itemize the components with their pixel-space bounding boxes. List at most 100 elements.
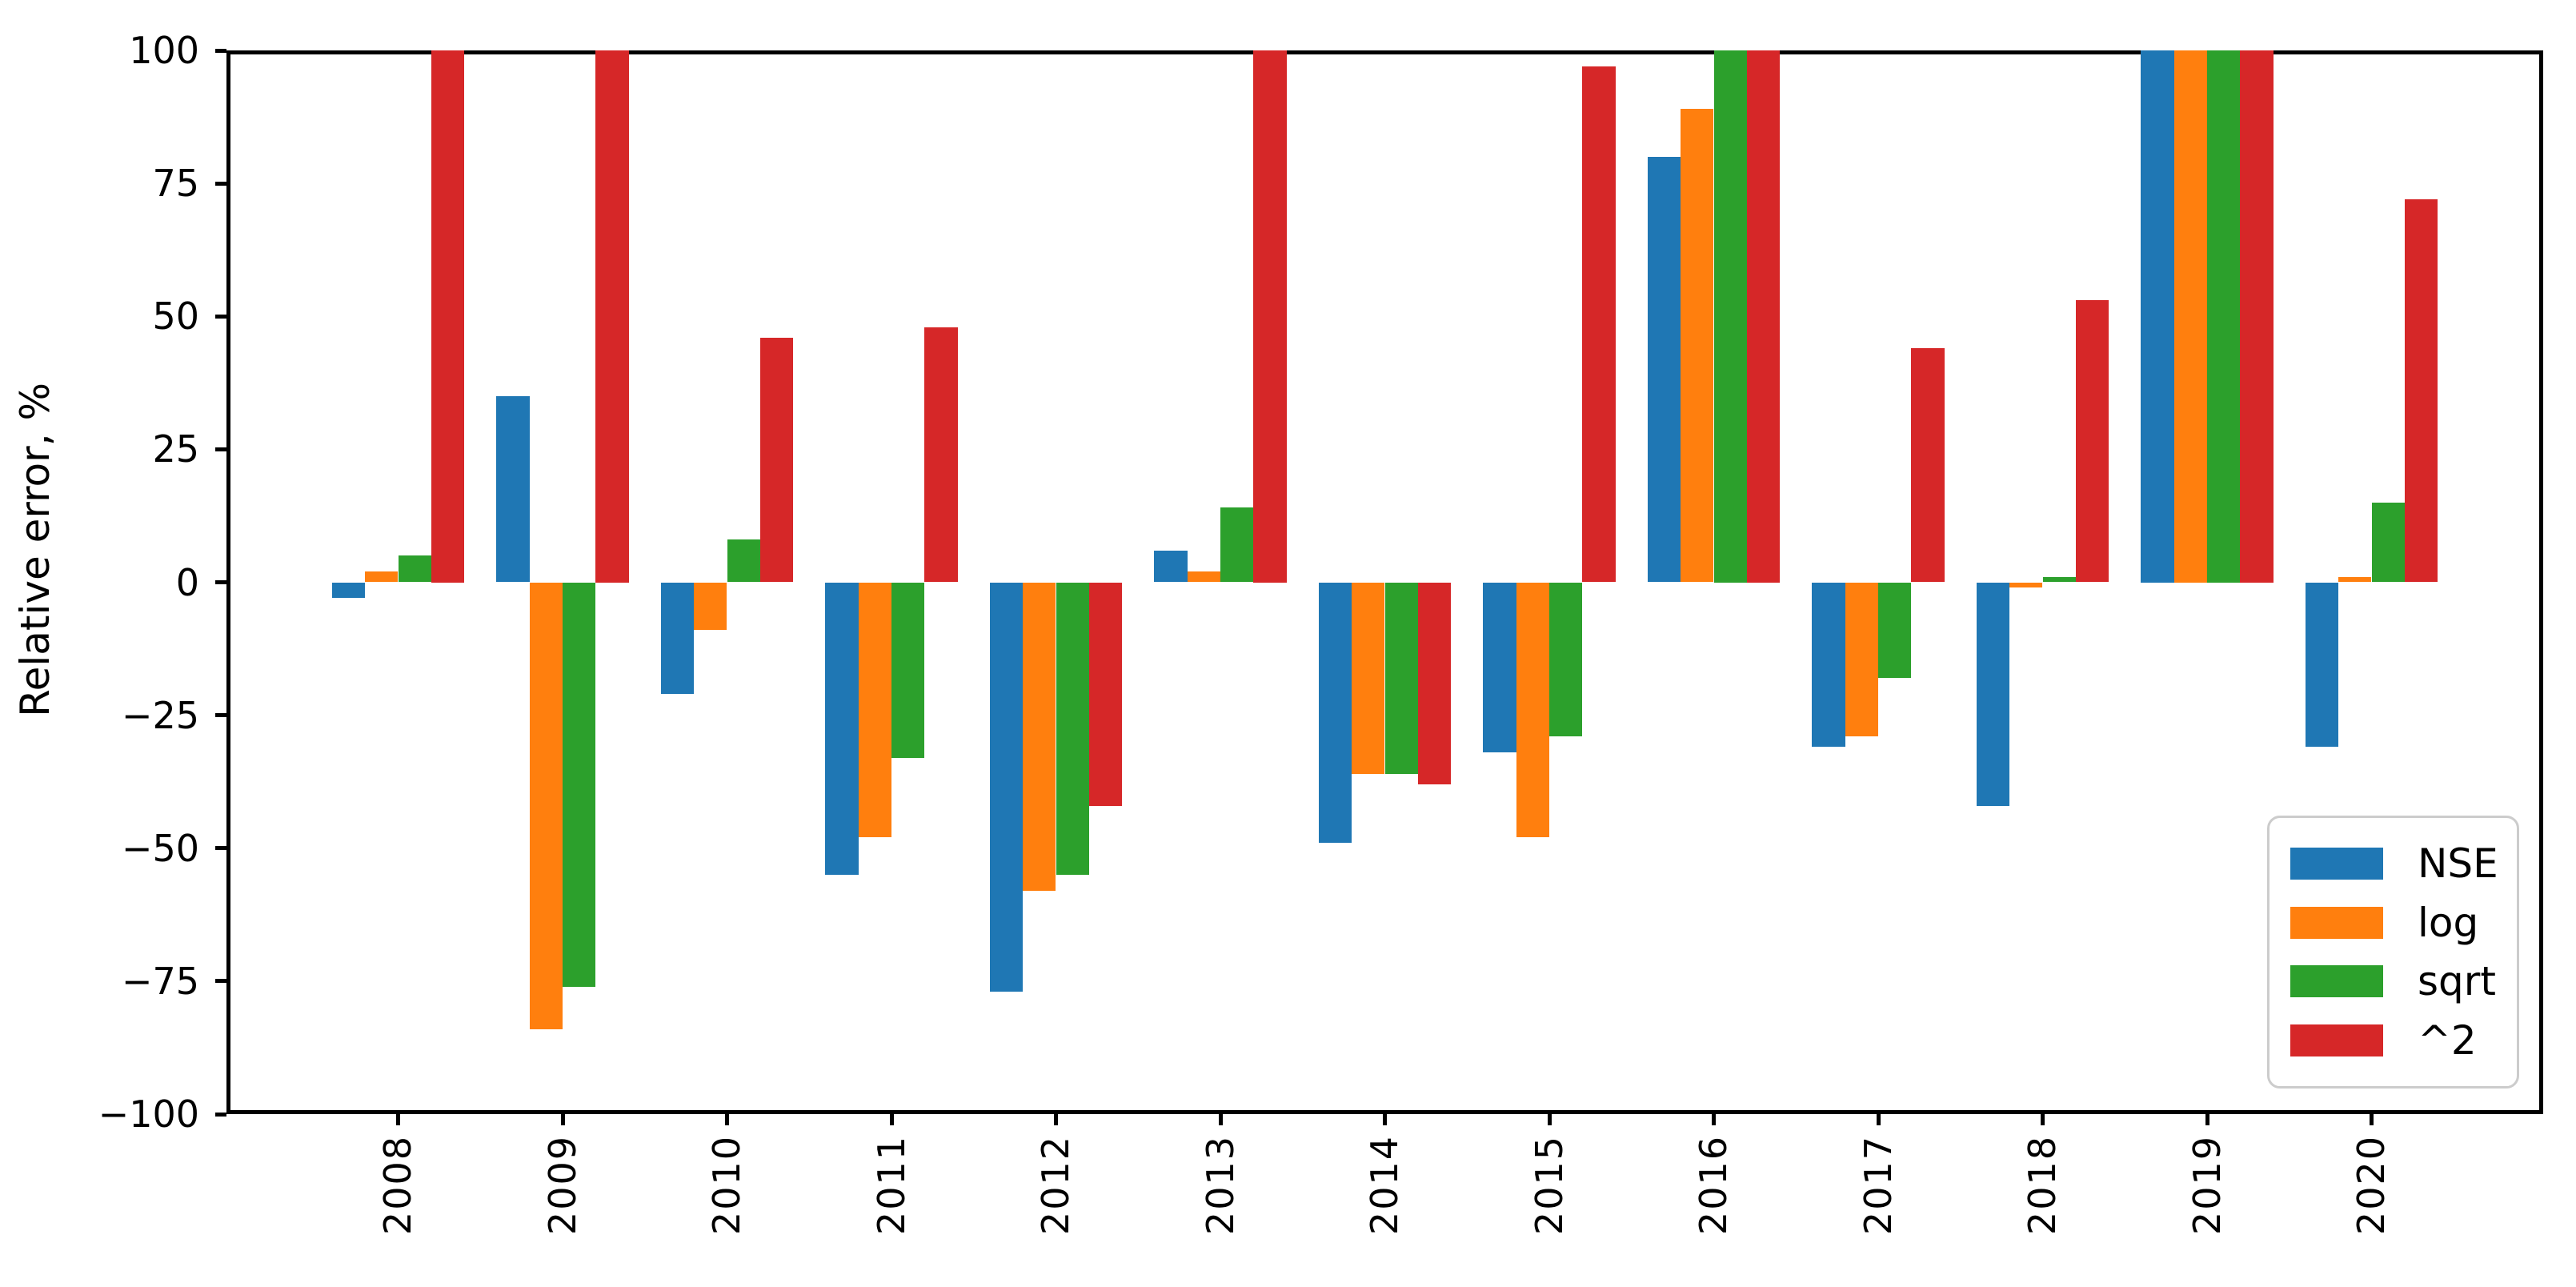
bar-NSE-2020: [2305, 582, 2339, 748]
bar-sqrt-2009: [563, 582, 596, 987]
x-tick-mark: [725, 1114, 729, 1125]
legend-swatch-log: [2290, 906, 2383, 939]
y-tick-mark: [215, 314, 226, 319]
y-tick-mark: [215, 181, 226, 186]
legend-item-log: log: [2290, 902, 2493, 944]
bar-NSE-2013: [1154, 550, 1188, 583]
x-tick-label: 2008: [376, 1135, 419, 1236]
y-tick-mark: [215, 713, 226, 718]
bar-NSE-2016: [1647, 156, 1681, 583]
bar-^2-2015: [1582, 66, 1616, 583]
legend-item-NSE: NSE: [2290, 843, 2498, 884]
bar-sqrt-2015: [1549, 582, 1583, 737]
y-tick-mark: [215, 1112, 226, 1117]
bar-log-2016: [1681, 109, 1714, 583]
legend-swatch-NSE: [2290, 847, 2383, 880]
bar-log-2012: [1023, 582, 1056, 891]
bar-sqrt-2018: [2042, 576, 2076, 583]
bar-sqrt-2017: [1878, 582, 1912, 679]
bar-sqrt-2020: [2371, 502, 2405, 583]
bar-log-2013: [1187, 571, 1220, 583]
bar-log-2019: [2173, 50, 2207, 583]
x-tick-mark: [396, 1114, 400, 1125]
x-tick-label: 2016: [1692, 1135, 1735, 1236]
y-tick-label: 25: [152, 427, 199, 471]
x-tick-label: 2010: [705, 1135, 748, 1236]
bar-NSE-2008: [331, 582, 366, 599]
bar-^2-2019: [2240, 50, 2274, 583]
bar-sqrt-2011: [891, 582, 925, 758]
x-tick-mark: [2041, 1114, 2045, 1125]
x-tick-label: 2012: [1034, 1135, 1077, 1236]
bar-^2-2010: [759, 337, 794, 583]
bar-^2-2009: [595, 50, 629, 583]
y-tick-label: 75: [152, 162, 199, 206]
y-tick-label: −75: [121, 959, 199, 1003]
legend-item-sqrt: sqrt: [2290, 960, 2496, 1002]
bar-log-2018: [2009, 582, 2043, 588]
bar-NSE-2019: [2141, 50, 2174, 583]
x-tick-mark: [2205, 1114, 2209, 1125]
legend-label: log: [2418, 899, 2479, 946]
x-tick-label: 2009: [540, 1135, 584, 1236]
bar-NSE-2014: [1318, 582, 1352, 844]
x-tick-label: 2011: [869, 1135, 913, 1236]
x-tick-mark: [560, 1114, 565, 1125]
bar-sqrt-2008: [398, 555, 431, 583]
x-tick-label: 2019: [2185, 1135, 2229, 1236]
x-tick-mark: [1712, 1114, 1716, 1125]
x-tick-label: 2018: [2021, 1135, 2064, 1236]
legend-swatch-sqrt: [2290, 965, 2383, 998]
x-tick-mark: [2370, 1114, 2374, 1125]
bar-^2-2008: [431, 50, 465, 583]
bar-NSE-2010: [660, 582, 695, 695]
y-tick-mark: [215, 447, 226, 451]
x-tick-label: 2017: [1856, 1135, 1900, 1236]
bar-log-2020: [2338, 576, 2372, 583]
y-tick-mark: [215, 48, 226, 53]
bar-^2-2020: [2404, 199, 2438, 583]
bar-log-2009: [529, 582, 563, 1029]
bar-sqrt-2019: [2207, 50, 2241, 583]
bar-log-2014: [1352, 582, 1385, 774]
bar-sqrt-2012: [1056, 582, 1089, 875]
x-tick-mark: [1547, 1114, 1552, 1125]
y-tick-label: 0: [175, 560, 199, 604]
legend-swatch-^2: [2290, 1024, 2383, 1057]
x-tick-mark: [1054, 1114, 1058, 1125]
bar-NSE-2015: [1483, 582, 1516, 753]
bar-NSE-2012: [989, 582, 1024, 992]
bar-^2-2013: [1253, 50, 1287, 583]
x-tick-label: 2015: [1527, 1135, 1571, 1236]
y-tick-mark: [215, 580, 226, 584]
y-tick-label: 50: [152, 295, 199, 339]
x-tick-mark: [889, 1114, 894, 1125]
bar-log-2011: [858, 582, 891, 838]
y-tick-label: 100: [129, 29, 199, 72]
x-tick-label: 2013: [1198, 1135, 1242, 1236]
bar-log-2017: [1845, 582, 1878, 737]
bar-^2-2014: [1417, 582, 1452, 784]
bar-^2-2016: [1746, 50, 1781, 583]
legend-label: ^2: [2418, 1017, 2477, 1064]
bar-sqrt-2014: [1384, 582, 1418, 774]
bar-^2-2018: [2075, 300, 2109, 583]
bar-NSE-2018: [1976, 582, 2010, 806]
bar-NSE-2017: [1812, 582, 1845, 748]
y-tick-mark: [215, 846, 226, 851]
y-tick-label: −25: [121, 693, 199, 737]
x-tick-mark: [1383, 1114, 1387, 1125]
bar-log-2008: [365, 571, 399, 583]
bar-sqrt-2010: [727, 539, 760, 583]
legend: NSE log sqrt ^2: [2267, 816, 2519, 1089]
bar-log-2015: [1516, 582, 1549, 838]
bar-NSE-2009: [496, 395, 530, 583]
bar-^2-2017: [1911, 348, 1945, 583]
x-tick-mark: [1218, 1114, 1223, 1125]
legend-item-^2: ^2: [2290, 1020, 2493, 1061]
x-tick-label: 2014: [1363, 1135, 1406, 1236]
bar-log-2010: [694, 582, 727, 631]
legend-label: NSE: [2418, 840, 2498, 887]
x-tick-label: 2020: [2350, 1135, 2393, 1236]
